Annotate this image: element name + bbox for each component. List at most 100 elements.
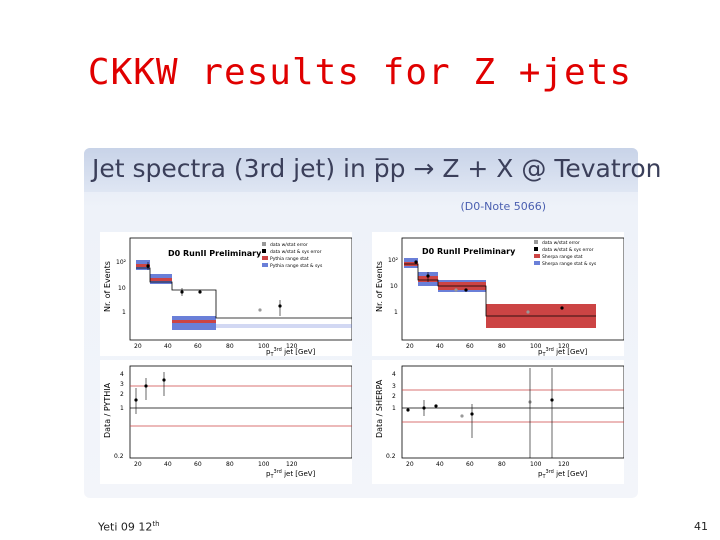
ytick: 2 <box>120 391 124 398</box>
xtick: 20 <box>406 343 414 350</box>
legend-item-2: data w/stat & sys error <box>270 249 322 255</box>
footer-text: Yeti 09 12th <box>98 520 160 534</box>
pythia-ratio-plot: Data / PYTHIA 4 3 2 1 0.2 20 40 60 80 10… <box>100 360 353 484</box>
legend-item-3: Pythia range stat <box>270 256 309 262</box>
legend-item-1: data w/stat error <box>542 240 580 246</box>
data-point <box>414 260 418 264</box>
legend-marker-grey <box>534 240 538 244</box>
legend-marker-black <box>262 249 266 253</box>
frame <box>401 365 625 459</box>
ytick: 3 <box>392 383 396 390</box>
legend-item-4: Pythia range stat & sys <box>270 263 323 269</box>
data-point <box>464 288 468 292</box>
pythia-spectrum-plot: Nr. of Events D0 RunII Preliminary data … <box>100 232 353 358</box>
legend-marker-grey <box>262 242 266 246</box>
source-note: (D0-Note 5066) <box>460 200 546 213</box>
data-point <box>258 308 262 312</box>
ytick: 2 <box>392 393 396 400</box>
ratio-point <box>460 414 464 418</box>
ylabel: Nr. of Events <box>103 261 112 312</box>
legend-item-3: Sherpa range stat <box>542 254 583 260</box>
page-number: 41 <box>694 520 708 533</box>
xtick: 100 <box>530 461 542 468</box>
xtick: 20 <box>406 461 414 468</box>
legend-swatch-stat <box>262 256 268 260</box>
xtick: 80 <box>226 461 234 468</box>
xtick: 20 <box>134 461 142 468</box>
ytick: 1 <box>120 405 124 412</box>
ytick: 1 <box>394 309 398 316</box>
pythia-spectrum-svg: Nr. of Events D0 RunII Preliminary data … <box>103 237 353 358</box>
xtick: 60 <box>194 343 202 350</box>
xtick: 100 <box>258 343 270 350</box>
legend-swatch-sys <box>534 261 540 265</box>
xtick: 120 <box>558 343 570 350</box>
banner: D0 RunII Preliminary <box>168 249 262 258</box>
sherpa-ratio-svg: Data / SHERPA 4 3 2 1 0.2 <box>375 365 625 480</box>
ytick: 10 <box>390 283 398 290</box>
xtick: 120 <box>286 343 298 350</box>
data-point <box>560 306 564 310</box>
ytick: 10² <box>116 259 127 266</box>
ytick: 1 <box>122 309 126 316</box>
xlabel: pT3rd jet [GeV] <box>266 347 316 356</box>
xlabel: pT3rd jet [GeV] <box>538 469 588 480</box>
legend-item-4: Sherpa range stat & sys <box>542 261 597 267</box>
xtick: 60 <box>194 461 202 468</box>
xtick: 120 <box>558 461 570 468</box>
ratio-points <box>134 372 166 414</box>
band-stat-bin-2 <box>150 278 172 281</box>
ytick: 1 <box>392 405 396 412</box>
footer-sup: th <box>152 520 160 528</box>
xtick: 80 <box>498 343 506 350</box>
data-point <box>454 288 458 292</box>
data-points <box>146 262 282 316</box>
panel-title: Jet spectra (3rd jet) in p̅p → Z + X @ T… <box>92 154 662 183</box>
ratio-point <box>406 408 410 412</box>
xtick: 40 <box>164 461 172 468</box>
ylabel: Nr. of Events <box>375 261 384 312</box>
ytick: 3 <box>120 381 124 388</box>
slide-title: CKKW results for Z +jets <box>87 52 633 93</box>
xlabel: pT3rd jet [GeV] <box>266 469 316 480</box>
sherpa-spectrum-plot: Nr. of Events D0 RunII Preliminary data … <box>372 232 625 358</box>
ratio-point <box>434 404 438 408</box>
ytick: 0.2 <box>114 453 124 460</box>
legend-item-1: data w/stat error <box>270 242 308 248</box>
ylabel: Data / SHERPA <box>375 379 384 438</box>
xtick: 40 <box>436 343 444 350</box>
legend-swatch-stat <box>534 254 540 258</box>
footer-label: Yeti 09 12 <box>98 520 153 534</box>
xtick: 100 <box>258 461 270 468</box>
band-stat-bin-3 <box>172 320 216 323</box>
xtick: 60 <box>466 461 474 468</box>
ytick: 4 <box>392 371 396 378</box>
data-points <box>414 260 564 314</box>
sherpa-spectrum-svg: Nr. of Events D0 RunII Preliminary data … <box>375 237 625 358</box>
xlabel: pT3rd jet [GeV] <box>538 347 588 356</box>
ytick: 10² <box>388 257 399 264</box>
legend: data w/stat error data w/stat & sys erro… <box>534 240 597 267</box>
xtick: 120 <box>286 461 298 468</box>
ytick: 0.2 <box>386 453 396 460</box>
legend-marker-black <box>534 247 538 251</box>
banner: D0 RunII Preliminary <box>422 247 516 256</box>
xtick: 40 <box>164 343 172 350</box>
legend-swatch-sys <box>262 263 268 267</box>
legend-item-2: data w/stat & sys error <box>542 247 594 253</box>
xtick: 40 <box>436 461 444 468</box>
xtick: 100 <box>530 343 542 350</box>
ratio-points <box>406 368 554 458</box>
sherpa-ratio-plot: Data / SHERPA 4 3 2 1 0.2 <box>372 360 625 484</box>
ylabel: Data / PYTHIA <box>103 382 112 438</box>
legend: data w/stat error data w/stat & sys erro… <box>262 242 323 269</box>
xtick: 60 <box>466 343 474 350</box>
band-stat-bin-1 <box>136 264 150 267</box>
prediction-line <box>404 263 596 317</box>
pythia-ratio-svg: Data / PYTHIA 4 3 2 1 0.2 20 40 60 80 10… <box>103 365 353 480</box>
band-bin-4 <box>216 324 352 328</box>
data-point <box>198 290 202 294</box>
xtick: 80 <box>498 461 506 468</box>
data-point <box>526 310 530 314</box>
ytick: 4 <box>120 371 124 378</box>
